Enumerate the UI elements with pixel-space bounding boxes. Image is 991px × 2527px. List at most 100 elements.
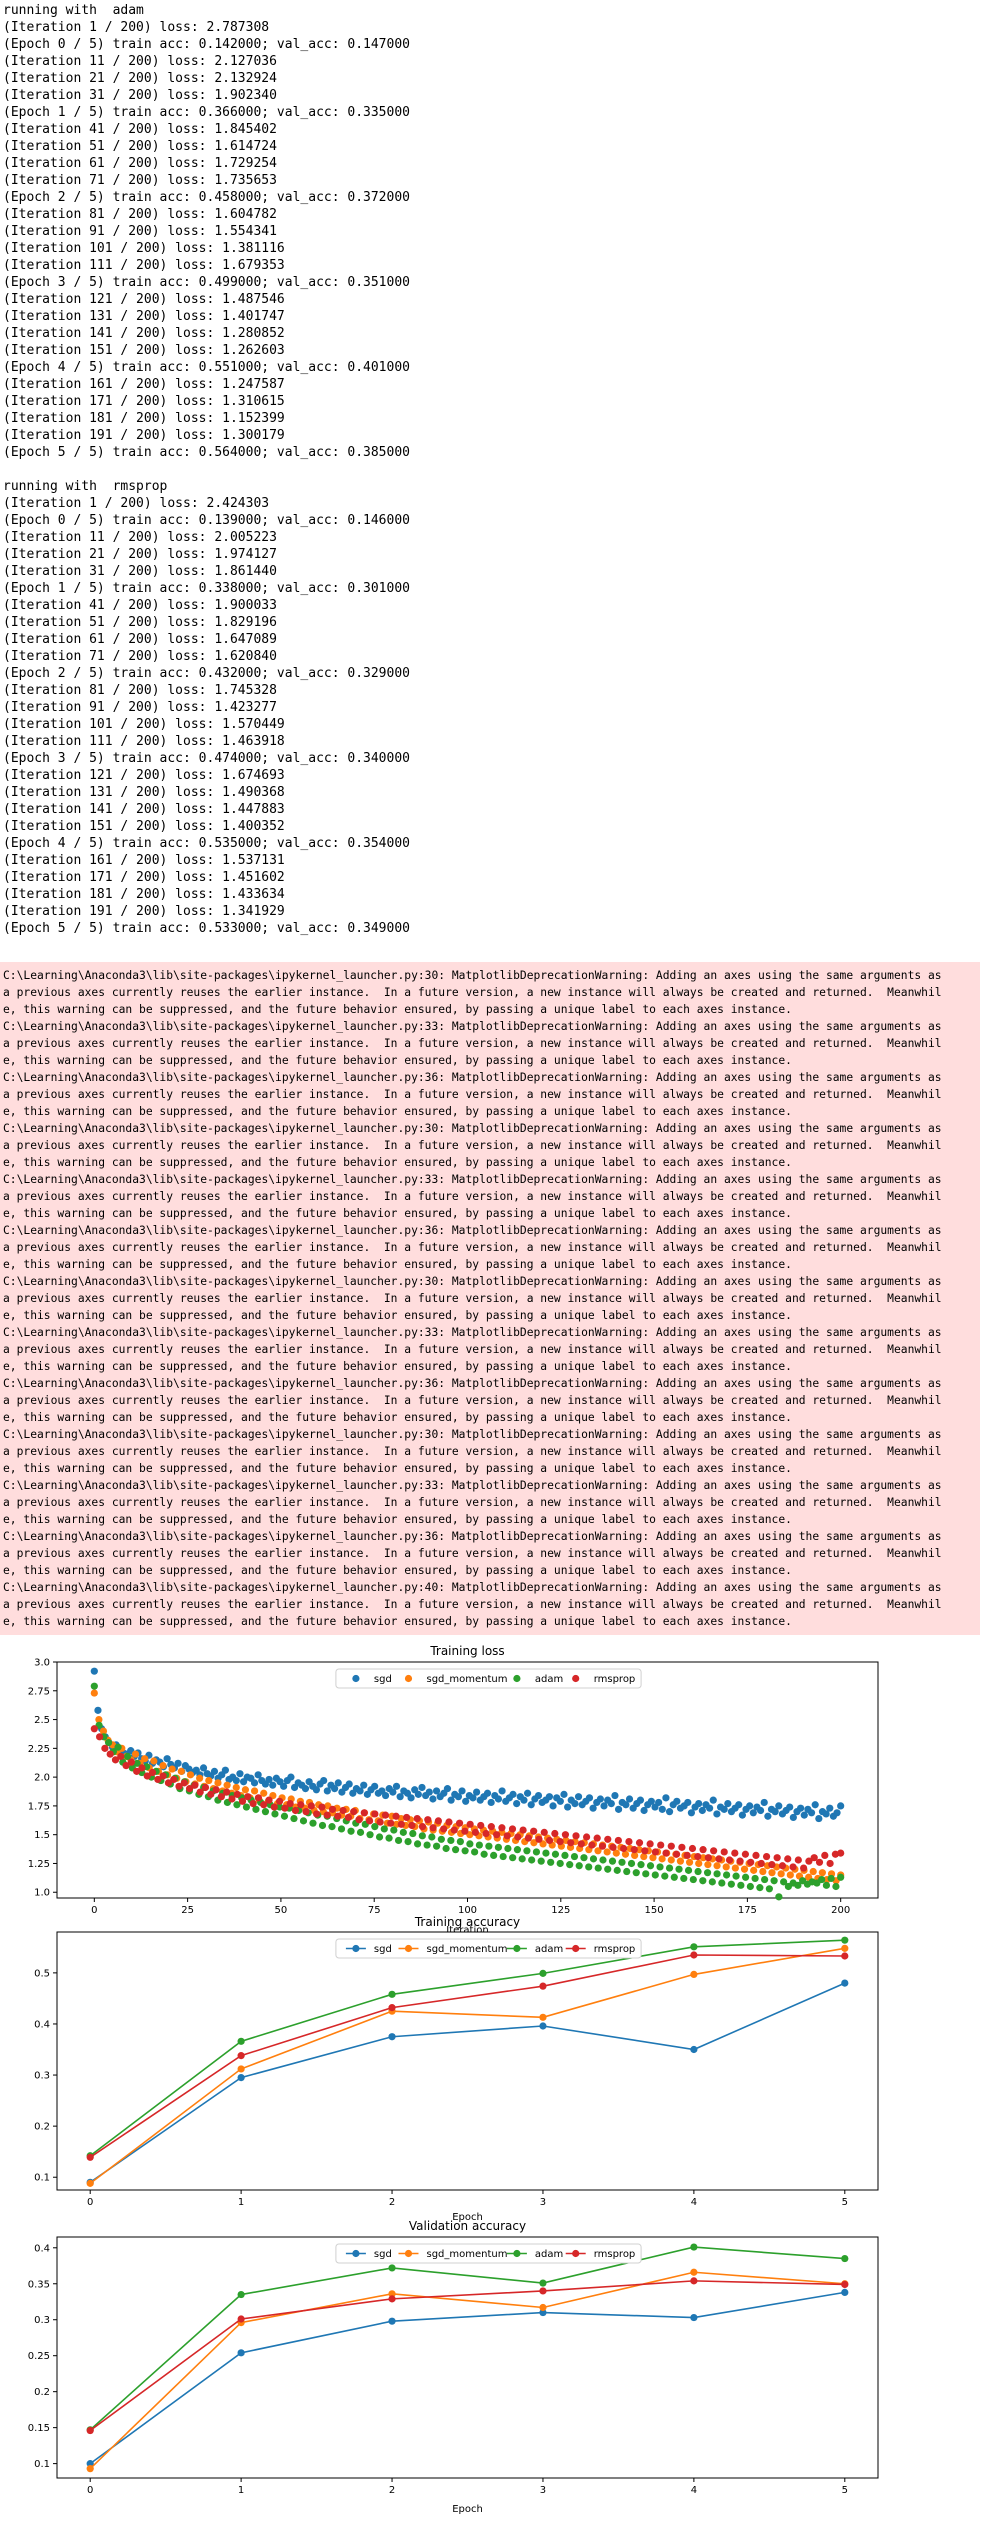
scatter-point-adam bbox=[509, 1854, 517, 1862]
series-point-sgd bbox=[841, 1979, 849, 1987]
scatter-point-sgd bbox=[396, 1793, 404, 1801]
scatter-point-adam bbox=[380, 1825, 388, 1833]
x-tick-label: 175 bbox=[738, 1905, 757, 1916]
series-point-rmsprop bbox=[237, 2315, 245, 2323]
y-tick-label: 0.5 bbox=[34, 1968, 50, 1979]
scatter-point-rmsprop bbox=[424, 1816, 432, 1824]
scatter-point-adam bbox=[366, 1831, 374, 1839]
scatter-point-sgd bbox=[760, 1798, 768, 1807]
x-axis-label: Epoch bbox=[452, 2212, 483, 2223]
scatter-point-adam bbox=[442, 1844, 450, 1853]
scatter-point-rmsprop bbox=[106, 1750, 114, 1758]
series-point-rmsprop bbox=[86, 2426, 94, 2435]
scatter-point-rmsprop bbox=[508, 1825, 517, 1833]
scatter-point-adam bbox=[123, 1752, 132, 1760]
y-tick-label: 0.4 bbox=[34, 2243, 50, 2254]
scatter-point-adam bbox=[746, 1882, 754, 1891]
x-tick-label: 150 bbox=[645, 1905, 664, 1916]
scatter-point-sgd bbox=[687, 1809, 696, 1817]
scatter-point-adam bbox=[261, 1808, 270, 1816]
scatter-point-sgd_momentum bbox=[740, 1865, 749, 1873]
scatter-point-rmsprop bbox=[418, 1823, 427, 1831]
plot-area bbox=[56, 2236, 879, 2479]
scatter-point-rmsprop bbox=[773, 1854, 781, 1862]
x-tick-label: 4 bbox=[691, 2485, 697, 2496]
scatter-point-rmsprop bbox=[683, 1851, 691, 1860]
series-point-sgd bbox=[690, 2045, 698, 2054]
scatter-point-rmsprop bbox=[445, 1818, 453, 1826]
scatter-point-rmsprop bbox=[133, 1767, 141, 1775]
scatter-point-rmsprop bbox=[101, 1744, 109, 1752]
legend-marker-adam bbox=[513, 2249, 521, 2258]
scatter-point-rmsprop bbox=[784, 1855, 792, 1863]
legend-marker-sgd_momentum bbox=[404, 2249, 413, 2258]
scatter-point-adam bbox=[751, 1874, 759, 1883]
scatter-point-sgd bbox=[509, 1790, 517, 1798]
scatter-point-sgd bbox=[443, 1785, 452, 1793]
scatter-point-sgd bbox=[837, 1802, 845, 1810]
scatter-point-rmsprop bbox=[291, 1806, 300, 1815]
scatter-point-sgd_momentum bbox=[818, 1869, 826, 1877]
scatter-point-sgd bbox=[564, 1803, 572, 1811]
scatter-point-rmsprop bbox=[826, 1859, 834, 1868]
series-point-adam bbox=[690, 2243, 698, 2251]
scatter-point-adam bbox=[447, 1836, 455, 1845]
scatter-point-sgd bbox=[673, 1797, 681, 1805]
scatter-point-rmsprop bbox=[678, 1843, 686, 1851]
scatter-point-rmsprop bbox=[725, 1856, 734, 1864]
y-tick-label: 0.15 bbox=[28, 2423, 50, 2434]
scatter-point-adam bbox=[133, 1759, 141, 1767]
scatter-point-rmsprop bbox=[413, 1814, 421, 1823]
scatter-point-adam bbox=[780, 1878, 788, 1886]
scatter-point-adam bbox=[580, 1854, 588, 1862]
scatter-point-rmsprop bbox=[535, 1835, 543, 1843]
scatter-point-sgd bbox=[589, 1804, 597, 1812]
scatter-point-sgd_momentum bbox=[223, 1781, 231, 1789]
scatter-point-sgd_momentum bbox=[649, 1854, 657, 1862]
scatter-point-adam bbox=[665, 1864, 674, 1872]
scatter-point-sgd_momentum bbox=[159, 1762, 167, 1770]
series-point-sgd bbox=[539, 2308, 547, 2317]
scatter-point-sgd bbox=[636, 1796, 645, 1804]
scatter-point-adam bbox=[608, 1857, 617, 1865]
scatter-point-sgd bbox=[90, 1667, 98, 1675]
x-axis-label: Epoch bbox=[452, 2504, 483, 2515]
scatter-point-rmsprop bbox=[800, 1864, 808, 1872]
x-tick-label: 125 bbox=[551, 1905, 570, 1916]
series-point-rmsprop bbox=[690, 2277, 698, 2285]
scatter-point-rmsprop bbox=[175, 1782, 183, 1790]
scatter-point-adam bbox=[418, 1832, 426, 1840]
scatter-point-sgd_momentum bbox=[704, 1861, 712, 1869]
scatter-point-rmsprop bbox=[762, 1852, 771, 1861]
scatter-point-rmsprop bbox=[482, 1829, 490, 1838]
scatter-point-rmsprop bbox=[440, 1825, 448, 1833]
scatter-point-rmsprop bbox=[625, 1837, 633, 1846]
scatter-point-adam bbox=[452, 1846, 460, 1854]
scatter-point-rmsprop bbox=[371, 1810, 379, 1818]
scatter-point-adam bbox=[385, 1834, 393, 1842]
scatter-point-sgd bbox=[665, 1808, 674, 1816]
scatter-point-rmsprop bbox=[635, 1839, 644, 1847]
series-point-adam bbox=[690, 1943, 698, 1951]
scatter-point-rmsprop bbox=[821, 1851, 829, 1860]
scatter-point-adam bbox=[375, 1833, 384, 1841]
series-point-sgd_momentum bbox=[841, 1944, 849, 1952]
scatter-point-adam bbox=[594, 1864, 602, 1872]
scatter-point-rmsprop bbox=[794, 1856, 802, 1864]
legend-marker-sgd bbox=[352, 1944, 360, 1953]
scatter-point-adam bbox=[732, 1872, 740, 1880]
y-tick-label: 0.2 bbox=[34, 2122, 50, 2133]
scatter-point-sgd bbox=[94, 1706, 102, 1714]
scatter-point-adam bbox=[694, 1867, 702, 1876]
scatter-point-sgd_momentum bbox=[699, 1854, 707, 1862]
scatter-point-adam bbox=[432, 1842, 441, 1850]
x-tick-label: 25 bbox=[181, 1905, 194, 1916]
scatter-point-rmsprop bbox=[408, 1821, 416, 1830]
scatter-point-rmsprop bbox=[551, 1829, 559, 1838]
scatter-point-sgd_momentum bbox=[759, 1867, 767, 1876]
y-tick-label: 2.0 bbox=[34, 1773, 50, 1784]
x-tick-label: 50 bbox=[275, 1905, 288, 1916]
scatter-point-sgd_momentum bbox=[232, 1783, 240, 1792]
scatter-point-rmsprop bbox=[164, 1779, 173, 1787]
scatter-point-adam bbox=[547, 1858, 555, 1866]
